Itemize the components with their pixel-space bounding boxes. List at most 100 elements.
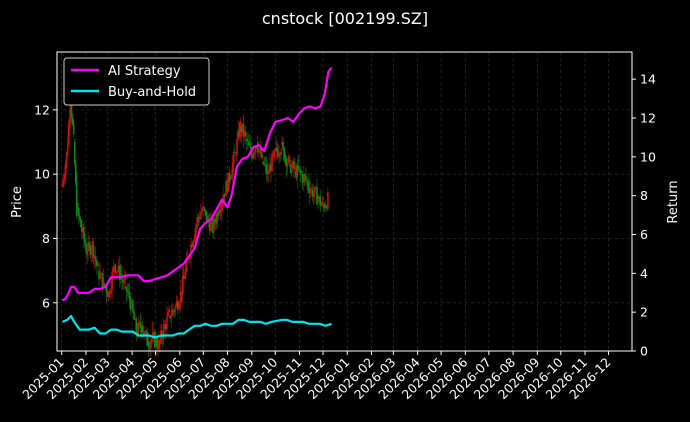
candle-body [254,147,257,153]
candle-body [133,311,135,320]
candle-body [92,244,95,258]
candle-body [89,244,92,256]
candle-body [294,166,296,170]
candle-body [139,322,142,328]
candle-body [69,103,72,119]
candle-body [296,165,299,179]
candle-body [300,174,303,175]
candle-body [165,324,167,330]
candle-body [206,215,209,221]
candle-body [96,261,98,266]
candle-body [287,156,290,163]
candle-body [220,203,223,212]
candle-body [273,149,275,159]
candle-body [264,164,267,166]
candle-body [263,164,266,165]
candle-body [79,216,81,220]
candle-body [269,164,271,173]
candle-body [191,244,193,248]
candle-body [103,283,106,286]
candle-body [64,162,67,175]
y-axis-right-label: Return [666,180,681,223]
candle-body [241,123,244,133]
candle-body [308,187,311,193]
candle-body [73,142,76,164]
candle-body [177,306,180,310]
series-line-ai-strategy [61,66,333,302]
candle-body [143,332,145,335]
candle-body [279,154,281,156]
candle-body [66,144,69,155]
candle-body [298,169,301,171]
candle-body [171,309,174,316]
candle-body [239,121,242,137]
candle-body [67,124,70,145]
candle-body [214,218,216,223]
candle-body [72,124,75,135]
candle-body [288,156,291,158]
candle-body [68,118,71,125]
candle-body [174,305,177,310]
candle-body [123,279,126,283]
candle-body [229,177,232,180]
candle-body [267,172,270,175]
candle-body [312,193,315,197]
y-axis-right: 0 2 4 6 8 10 12 14 [632,72,656,359]
candle-body [135,318,138,334]
candle-body [243,132,246,137]
candle-body [249,145,251,148]
candle-body [155,337,157,347]
candle-body [172,309,175,312]
candle-body [63,178,65,181]
candle-body [324,206,327,209]
candle-body [84,238,86,244]
candle-body [125,286,128,291]
legend-box [63,57,210,106]
candle-body [74,163,77,183]
candle-body [175,301,178,306]
candle-body [168,309,170,313]
candle-body [323,204,326,209]
candle-body [198,217,201,219]
candle-body [246,138,248,142]
candle-body [140,327,143,332]
y-right-tick-label: 8 [640,188,648,203]
y-right-tick-label: 0 [640,344,648,359]
candle-body [148,346,151,348]
candle-body [216,211,219,223]
candle-body [87,242,89,252]
candle-body [132,300,134,312]
candle-body [170,315,173,319]
candle-body [129,300,132,310]
candle-body [158,339,160,349]
candle-body [203,206,205,210]
y-right-tick-label: 14 [640,72,656,87]
candle-body [321,202,324,205]
candle-body [212,219,214,234]
candle-body [327,192,329,209]
candle-body [236,139,238,156]
candle-body [182,276,185,279]
candle-body [157,346,159,349]
candle-body [185,258,188,271]
candle-body [303,174,305,183]
y-right-tick-label: 2 [640,305,648,320]
candle-body [173,311,176,313]
candle-body [86,251,88,256]
candle-body [295,170,297,179]
candle-body [101,273,104,288]
series-line-buy-and-hold [62,315,332,339]
candle-body [237,129,239,140]
candle-body [319,196,322,206]
candle-body [90,250,93,256]
candle-body [217,211,220,217]
candle-body [326,206,328,209]
candle-body [156,337,158,347]
candle-body [195,223,198,229]
candle-body [197,217,200,218]
candle-body [251,154,254,158]
candle-body [105,287,108,294]
candle-body [85,243,87,252]
legend: AI Strategy Buy-and-Hold [63,57,210,106]
